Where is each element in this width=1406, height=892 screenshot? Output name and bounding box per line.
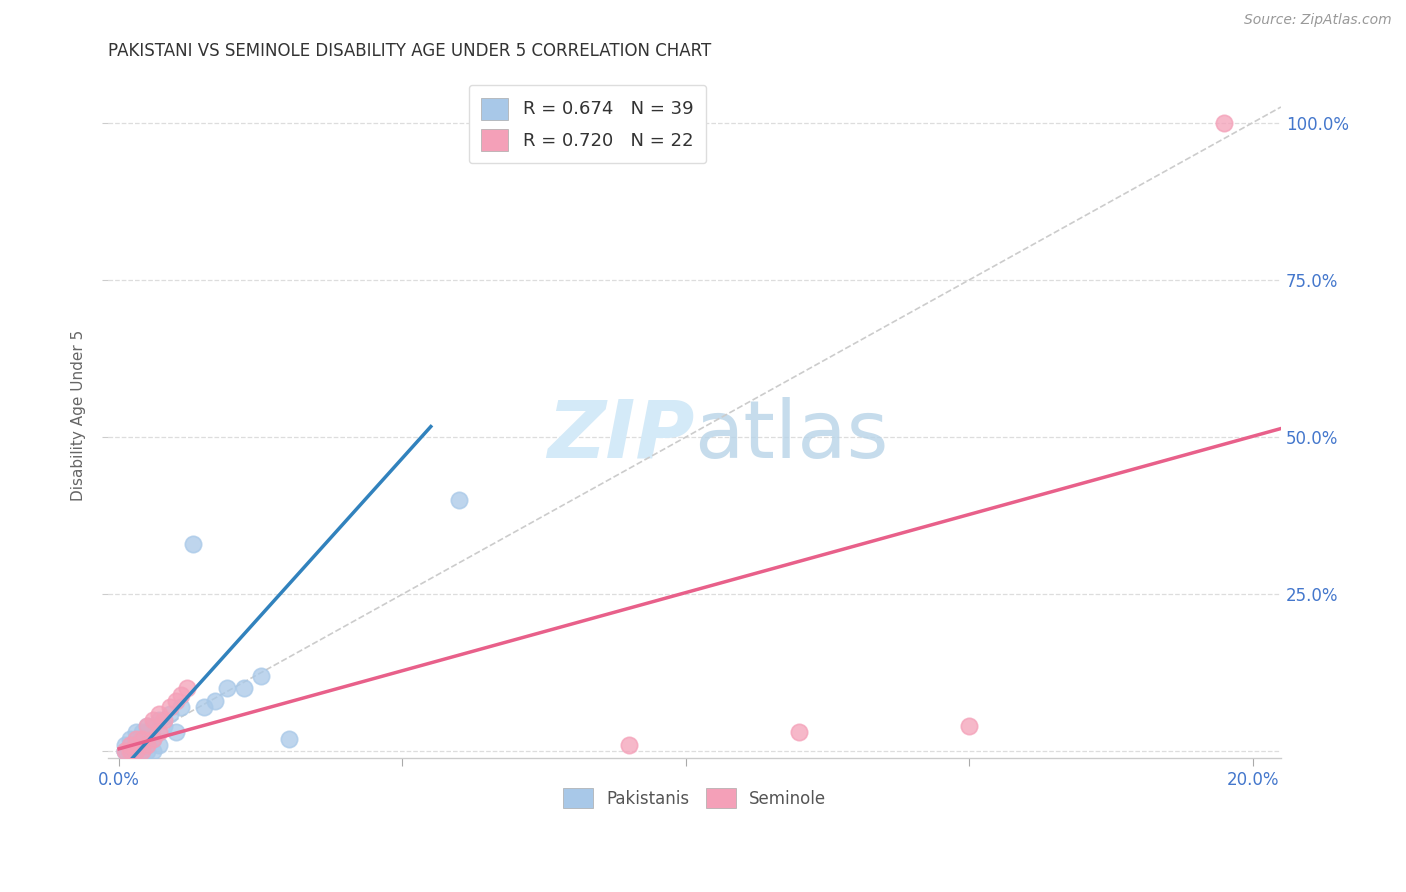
Point [136,744,159,758]
Point [131,744,153,758]
Point [125,731,148,746]
Point [125,744,148,758]
Text: PAKISTANI VS SEMINOLE DISABILITY AGE UNDER 5 CORRELATION CHART: PAKISTANI VS SEMINOLE DISABILITY AGE UND… [108,42,711,60]
Point [249,669,271,683]
Point [131,731,153,746]
Point [114,738,136,752]
Point [159,700,181,714]
Point [148,706,170,721]
Point [148,738,170,752]
Point [125,738,148,752]
Point [136,731,159,746]
Point [136,719,159,733]
Point [114,744,136,758]
Point [215,681,238,696]
Point [142,731,165,746]
Point [120,744,142,758]
Point [619,738,641,752]
Point [120,738,142,752]
Point [159,706,181,721]
Point [131,725,153,739]
Point [142,744,165,758]
Point [136,738,159,752]
Point [125,744,148,758]
Point [449,492,471,507]
Point [131,738,153,752]
Point [170,688,193,702]
Point [153,719,176,733]
Y-axis label: Disability Age Under 5: Disability Age Under 5 [72,329,86,500]
Point [957,719,980,733]
Point [1213,116,1236,130]
Text: ZIP: ZIP [547,397,695,475]
Point [204,694,226,708]
Point [131,731,153,746]
Point [232,681,254,696]
Point [533,116,555,130]
Point [142,731,165,746]
Point [114,744,136,758]
Point [148,713,170,727]
Point [165,694,187,708]
Point [131,744,153,758]
Point [278,731,301,746]
Legend: Pakistanis, Seminole: Pakistanis, Seminole [555,781,832,814]
Point [125,725,148,739]
Point [120,738,142,752]
Point [120,744,142,758]
Point [125,744,148,758]
Point [114,744,136,758]
Point [142,719,165,733]
Point [120,744,142,758]
Text: Source: ZipAtlas.com: Source: ZipAtlas.com [1244,13,1392,28]
Text: atlas: atlas [695,397,889,475]
Point [181,537,204,551]
Point [136,725,159,739]
Point [176,681,198,696]
Point [142,713,165,727]
Point [165,725,187,739]
Point [170,700,193,714]
Point [193,700,215,714]
Point [120,731,142,746]
Point [148,725,170,739]
Point [136,719,159,733]
Point [787,725,810,739]
Point [136,738,159,752]
Point [125,731,148,746]
Point [153,713,176,727]
